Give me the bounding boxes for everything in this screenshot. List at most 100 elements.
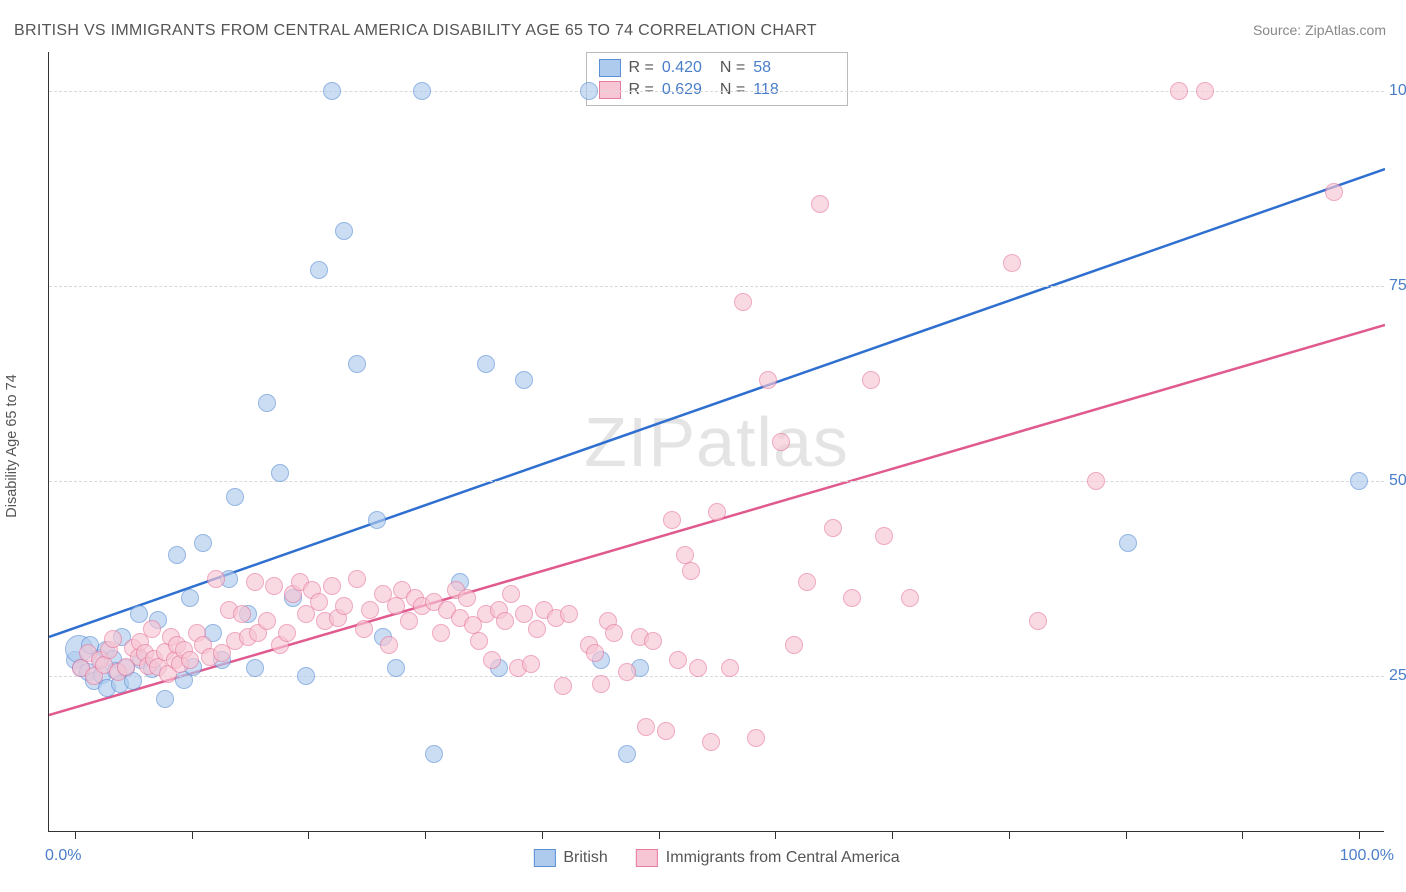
data-point (843, 589, 861, 607)
data-point (824, 519, 842, 537)
x-axis-tick (1126, 831, 1127, 839)
data-point (483, 651, 501, 669)
x-axis-tick (308, 831, 309, 839)
chart-title: BRITISH VS IMMIGRANTS FROM CENTRAL AMERI… (14, 22, 817, 40)
data-point (663, 511, 681, 529)
r-value-british: 0.420 (662, 59, 702, 77)
y-tick-label: 50.0% (1389, 472, 1406, 490)
data-point (560, 605, 578, 623)
data-point (528, 620, 546, 638)
data-point (811, 195, 829, 213)
x-axis-tick (659, 831, 660, 839)
data-point (798, 573, 816, 591)
r-label: R = (629, 59, 654, 77)
data-point (901, 589, 919, 607)
data-point (207, 570, 225, 588)
x-tick-label-min: 0.0% (45, 847, 81, 865)
data-point (1350, 472, 1368, 490)
data-point (226, 488, 244, 506)
data-point (432, 624, 450, 642)
legend-swatch-immigrants (599, 81, 621, 99)
n-label: N = (720, 59, 745, 77)
data-point (502, 585, 520, 603)
data-point (734, 293, 752, 311)
data-point (355, 620, 373, 638)
series-legend-label-immigrants: Immigrants from Central America (666, 849, 900, 867)
y-axis-label: Disability Age 65 to 74 (4, 374, 20, 517)
data-point (496, 612, 514, 630)
data-point (130, 605, 148, 623)
data-point (143, 620, 161, 638)
data-point (368, 511, 386, 529)
data-point (380, 636, 398, 654)
data-point (310, 593, 328, 611)
data-point (361, 601, 379, 619)
data-point (194, 534, 212, 552)
data-point (721, 659, 739, 677)
data-point (400, 612, 418, 630)
data-point (682, 562, 700, 580)
series-legend: British Immigrants from Central America (533, 849, 899, 867)
data-point (323, 82, 341, 100)
data-point (580, 82, 598, 100)
data-point (689, 659, 707, 677)
data-point (747, 729, 765, 747)
correlation-legend-row-immigrants: R = 0.629 N = 118 (587, 79, 847, 101)
legend-swatch-british (533, 849, 555, 867)
correlation-legend: R = 0.420 N = 58 R = 0.629 N = 118 (586, 52, 848, 106)
data-point (1029, 612, 1047, 630)
data-point (605, 624, 623, 642)
data-point (1087, 472, 1105, 490)
data-point (522, 655, 540, 673)
scatter-plot-area: ZIPatlas R = 0.420 N = 58 R = 0.629 N = … (48, 52, 1384, 832)
data-point (785, 636, 803, 654)
data-point (104, 630, 122, 648)
r-value-immigrants: 0.629 (662, 81, 702, 99)
data-point (1119, 534, 1137, 552)
x-axis-tick (1009, 831, 1010, 839)
y-tick-label: 75.0% (1389, 277, 1406, 295)
data-point (310, 261, 328, 279)
x-axis-tick (75, 831, 76, 839)
source-attribution: Source: ZipAtlas.com (1253, 22, 1386, 38)
x-tick-label-max: 100.0% (1340, 847, 1394, 865)
data-point (271, 464, 289, 482)
data-point (1325, 183, 1343, 201)
data-point (477, 355, 495, 373)
r-label: R = (629, 81, 654, 99)
data-point (348, 570, 366, 588)
legend-swatch-british (599, 59, 621, 77)
x-axis-tick (542, 831, 543, 839)
series-legend-label-british: British (563, 849, 607, 867)
data-point (586, 644, 604, 662)
data-point (278, 624, 296, 642)
data-point (258, 612, 276, 630)
data-point (862, 371, 880, 389)
data-point (323, 577, 341, 595)
grid-line (49, 481, 1384, 482)
n-value-british: 58 (753, 59, 771, 77)
data-point (387, 659, 405, 677)
correlation-legend-row-british: R = 0.420 N = 58 (587, 57, 847, 79)
data-point (657, 722, 675, 740)
data-point (258, 394, 276, 412)
data-point (246, 659, 264, 677)
x-axis-tick (892, 831, 893, 839)
grid-line (49, 676, 1384, 677)
data-point (554, 677, 572, 695)
series-legend-item-british: British (533, 849, 607, 867)
series-legend-item-immigrants: Immigrants from Central America (636, 849, 900, 867)
legend-swatch-immigrants (636, 849, 658, 867)
data-point (181, 589, 199, 607)
watermark-text: ZIPatlas (584, 402, 849, 482)
data-point (708, 503, 726, 521)
data-point (181, 651, 199, 669)
y-tick-label: 25.0% (1389, 667, 1406, 685)
x-axis-tick (775, 831, 776, 839)
data-point (233, 605, 251, 623)
data-point (618, 745, 636, 763)
data-point (644, 632, 662, 650)
data-point (1003, 254, 1021, 272)
data-point (387, 597, 405, 615)
x-axis-tick (192, 831, 193, 839)
